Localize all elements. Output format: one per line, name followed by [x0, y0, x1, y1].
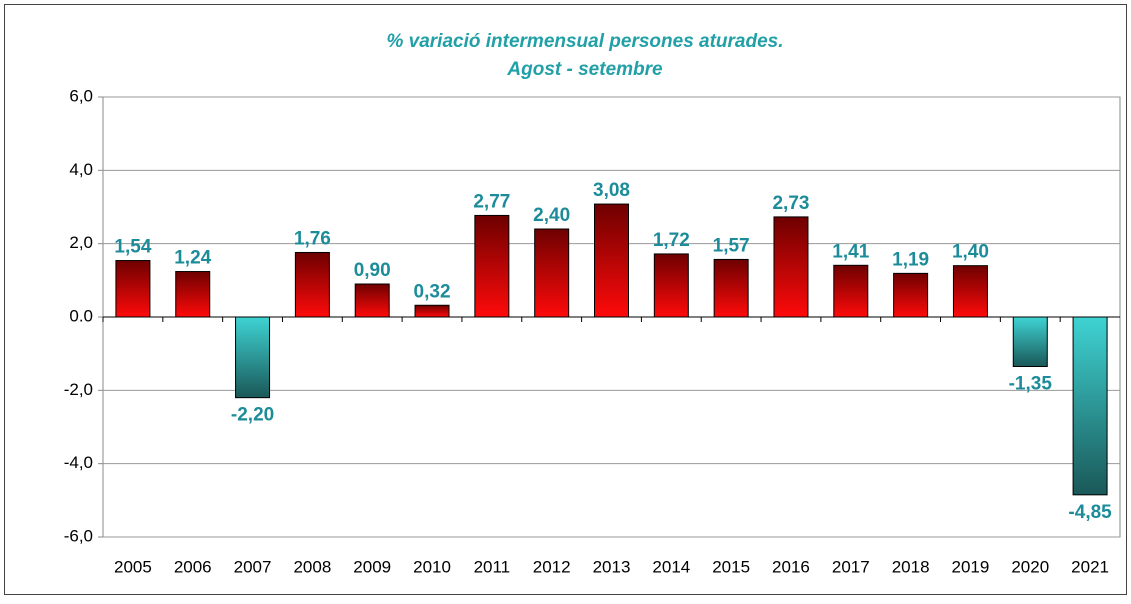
- chart-title: % variació intermensual persones aturade…: [386, 31, 783, 52]
- x-tick-label: 2016: [772, 557, 810, 576]
- bar: [713, 258, 749, 318]
- data-label: -4,85: [1068, 502, 1112, 523]
- data-label: 2,73: [772, 193, 809, 214]
- data-label: 2,77: [473, 191, 510, 212]
- data-label: -2,20: [231, 405, 274, 426]
- bar: [534, 228, 570, 318]
- data-label: 1,72: [653, 230, 690, 251]
- data-label: 3,08: [593, 180, 630, 201]
- y-tick-label: 2,0: [69, 233, 93, 252]
- bar: [833, 264, 869, 318]
- y-tick-label: -6,0: [64, 526, 93, 545]
- data-label: -1,35: [1009, 374, 1053, 395]
- bar: [653, 253, 689, 318]
- bar: [1012, 316, 1048, 367]
- bar: [1072, 316, 1108, 496]
- bar: [893, 272, 929, 318]
- data-label: 1,24: [174, 248, 211, 269]
- x-tick-label: 2018: [892, 557, 930, 576]
- x-tick-label: 2011: [474, 557, 511, 576]
- x-tick-label: 2007: [234, 557, 272, 576]
- x-tick-label: 2021: [1071, 557, 1109, 576]
- bar: [294, 251, 330, 318]
- x-tick-label: 2015: [712, 557, 750, 576]
- bar: [773, 216, 809, 318]
- x-tick-label: 2006: [174, 557, 212, 576]
- x-tick-label: 2008: [293, 557, 331, 576]
- x-tick-label: 2013: [593, 557, 631, 576]
- y-tick-label: -4,0: [64, 453, 93, 472]
- data-label: 0,32: [414, 281, 451, 302]
- y-tick-label: -2,0: [64, 380, 93, 399]
- x-tick-label: 2020: [1011, 557, 1049, 576]
- y-tick-label: 6,0: [69, 86, 93, 105]
- y-tick-label: 4,0: [69, 160, 93, 179]
- chart-subtitle: Agost - setembre: [506, 59, 663, 80]
- x-tick-label: 2019: [952, 557, 990, 576]
- x-tick-label: 2017: [832, 557, 870, 576]
- data-label: 0,90: [354, 260, 391, 281]
- data-label: 1,76: [294, 228, 331, 249]
- bar: [175, 271, 211, 318]
- bar: [354, 283, 390, 318]
- data-label: 1,40: [952, 242, 989, 263]
- bar: [115, 260, 151, 318]
- bar: [952, 265, 988, 318]
- data-label: 1,41: [832, 241, 869, 262]
- data-label: 1,19: [892, 249, 929, 270]
- data-label: 2,40: [533, 205, 570, 226]
- x-tick-label: 2009: [353, 557, 391, 576]
- x-tick-label: 2010: [413, 557, 451, 576]
- y-tick-label: 0.0: [69, 306, 93, 325]
- bar: [414, 304, 450, 318]
- data-label: 1,54: [114, 237, 151, 258]
- bar: [235, 316, 271, 399]
- data-label: 1,57: [713, 235, 750, 256]
- x-tick-label: 2012: [533, 557, 571, 576]
- x-tick-label: 2005: [114, 557, 152, 576]
- x-tick-label: 2014: [652, 557, 690, 576]
- bar: [594, 203, 629, 318]
- bar: [474, 214, 510, 318]
